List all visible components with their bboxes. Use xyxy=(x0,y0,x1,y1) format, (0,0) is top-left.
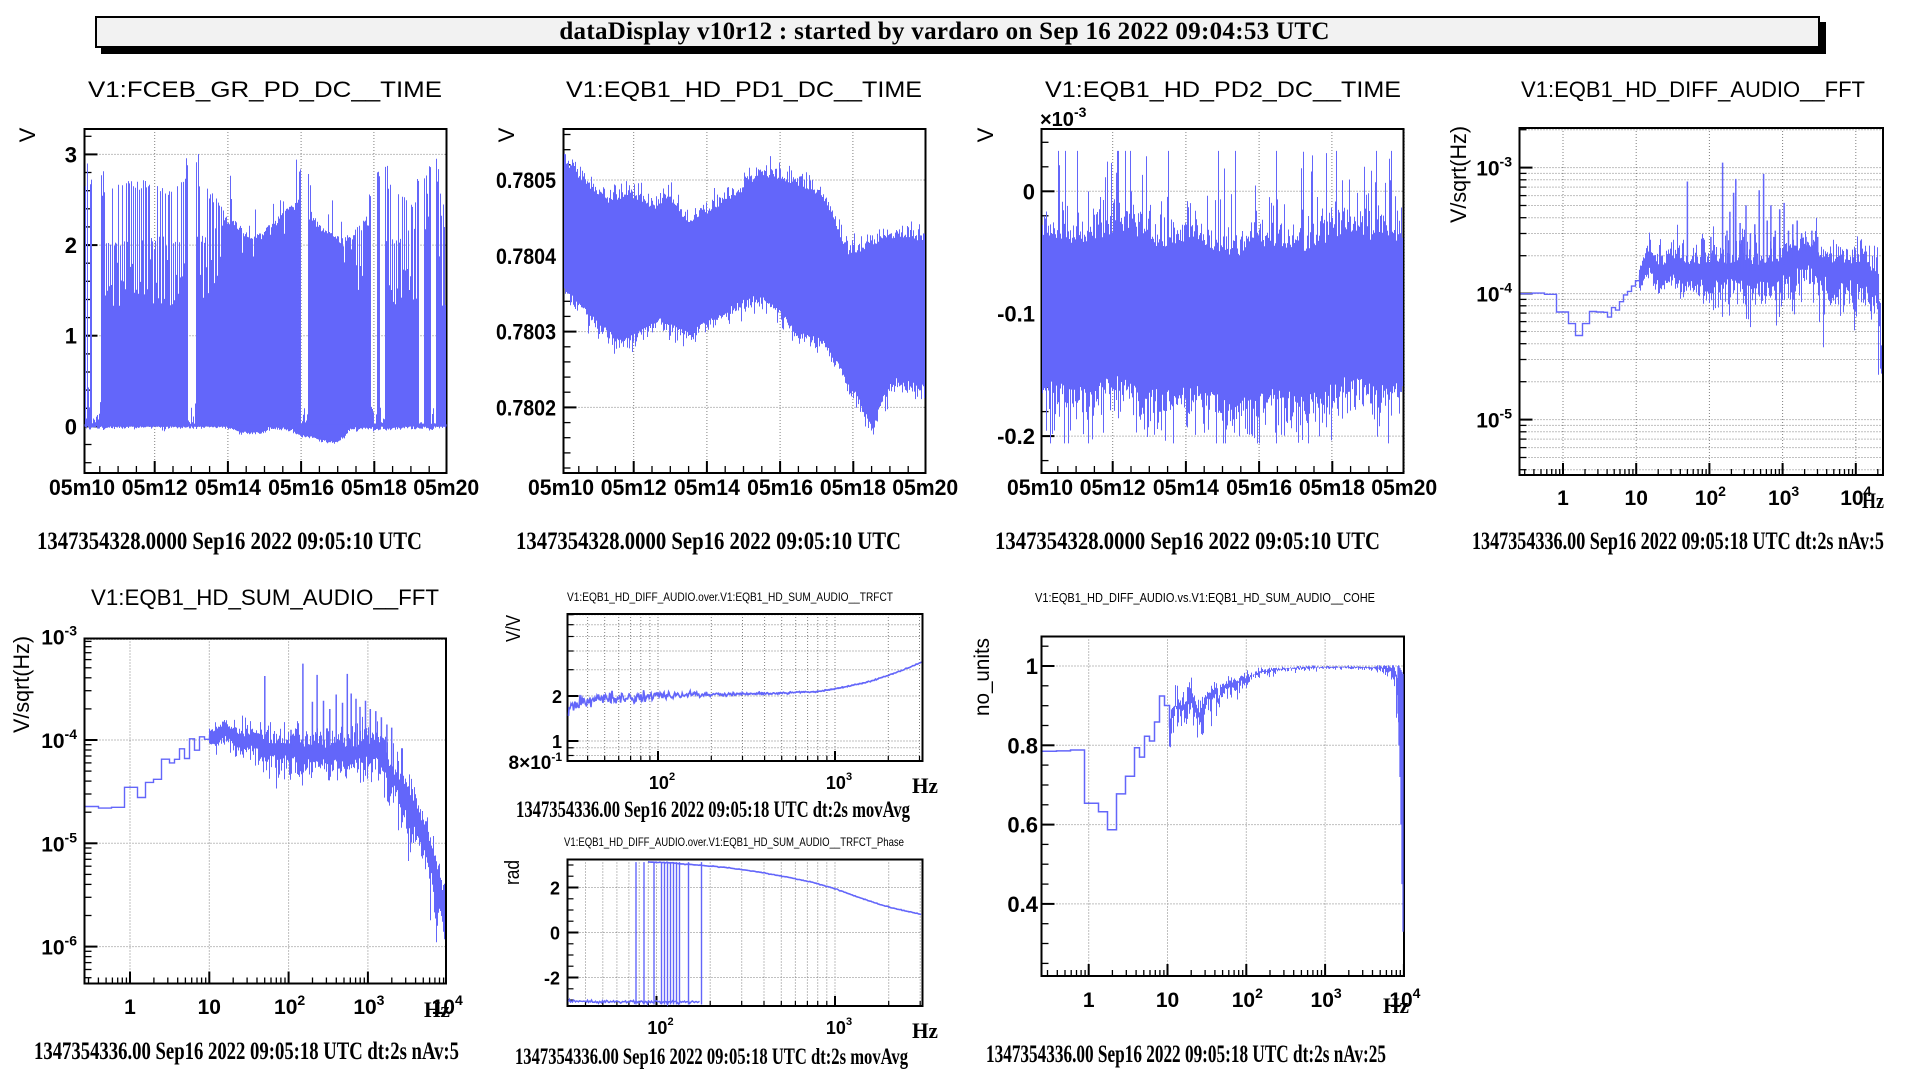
svg-text:102: 102 xyxy=(274,992,305,1019)
svg-text:V/sqrt(Hz): V/sqrt(Hz) xyxy=(1446,126,1471,223)
svg-text:05m18: 05m18 xyxy=(1299,475,1365,500)
svg-text:1: 1 xyxy=(124,996,136,1019)
svg-text:103: 103 xyxy=(826,1016,852,1038)
svg-text:V1:EQB1_HD_DIFF_AUDIO__FFT: V1:EQB1_HD_DIFF_AUDIO__FFT xyxy=(1521,77,1865,102)
svg-text:1347354336.00 Sep16 2022 09:05: 1347354336.00 Sep16 2022 09:05:18 UTC dt… xyxy=(1472,528,1884,555)
svg-text:05m14: 05m14 xyxy=(195,475,262,500)
svg-text:05m20: 05m20 xyxy=(1371,475,1437,500)
svg-text:05m18: 05m18 xyxy=(820,475,886,500)
svg-text:0.6: 0.6 xyxy=(1007,813,1038,838)
svg-text:-0.2: -0.2 xyxy=(997,424,1035,449)
svg-text:Hz: Hz xyxy=(424,997,450,1022)
svg-text:102: 102 xyxy=(649,771,675,793)
svg-text:V1:EQB1_HD_DIFF_AUDIO.vs.V1:EQ: V1:EQB1_HD_DIFF_AUDIO.vs.V1:EQB1_HD_SUM_… xyxy=(1035,591,1375,605)
svg-text:10-4: 10-4 xyxy=(41,726,77,753)
svg-text:Hz: Hz xyxy=(912,773,938,798)
svg-text:1: 1 xyxy=(552,732,562,752)
svg-text:rad: rad xyxy=(502,860,524,885)
svg-text:103: 103 xyxy=(826,771,852,793)
svg-text:-2: -2 xyxy=(544,969,560,989)
svg-text:V/sqrt(Hz): V/sqrt(Hz) xyxy=(9,636,34,733)
svg-text:05m12: 05m12 xyxy=(122,475,188,500)
svg-text:Hz: Hz xyxy=(1862,488,1884,513)
svg-text:103: 103 xyxy=(1768,483,1799,510)
svg-text:0: 0 xyxy=(1023,179,1035,204)
svg-text:Hz: Hz xyxy=(912,1018,938,1043)
svg-text:05m16: 05m16 xyxy=(1226,475,1292,500)
svg-text:V1:EQB1_HD_PD1_DC__TIME: V1:EQB1_HD_PD1_DC__TIME xyxy=(566,77,922,102)
svg-text:1347354328.0000 Sep16 2022 09:: 1347354328.0000 Sep16 2022 09:05:10 UTC xyxy=(37,528,422,555)
svg-text:102: 102 xyxy=(1695,483,1726,510)
svg-text:10-5: 10-5 xyxy=(1476,406,1512,433)
svg-text:10-3: 10-3 xyxy=(1476,154,1512,181)
svg-text:V1:EQB1_HD_DIFF_AUDIO.over.V1:: V1:EQB1_HD_DIFF_AUDIO.over.V1:EQB1_HD_SU… xyxy=(567,590,894,604)
svg-text:V1:FCEB_GR_PD_DC__TIME: V1:FCEB_GR_PD_DC__TIME xyxy=(88,77,442,102)
svg-text:102: 102 xyxy=(1232,985,1263,1012)
svg-text:1: 1 xyxy=(1557,487,1569,510)
svg-text:0.7802: 0.7802 xyxy=(496,395,556,420)
svg-text:1: 1 xyxy=(1083,989,1095,1012)
svg-text:V: V xyxy=(973,127,998,142)
svg-text:10: 10 xyxy=(198,996,221,1019)
svg-text:10: 10 xyxy=(1625,487,1648,510)
svg-text:05m14: 05m14 xyxy=(674,475,741,500)
svg-text:2: 2 xyxy=(65,233,77,258)
svg-text:1347354336.00 Sep16 2022 09:05: 1347354336.00 Sep16 2022 09:05:18 UTC dt… xyxy=(986,1041,1386,1068)
svg-text:V: V xyxy=(494,127,519,142)
svg-text:10-4: 10-4 xyxy=(1476,280,1512,307)
svg-text:×10-3: ×10-3 xyxy=(1040,104,1087,131)
svg-text:0.7805: 0.7805 xyxy=(496,168,556,193)
svg-text:8×10-1: 8×10-1 xyxy=(509,750,563,774)
svg-text:2: 2 xyxy=(552,687,562,707)
svg-text:10-6: 10-6 xyxy=(41,933,77,960)
svg-text:102: 102 xyxy=(647,1016,673,1038)
svg-text:0: 0 xyxy=(65,414,77,439)
svg-text:05m10: 05m10 xyxy=(1007,475,1073,500)
svg-text:1347354328.0000 Sep16 2022 09:: 1347354328.0000 Sep16 2022 09:05:10 UTC xyxy=(516,528,901,555)
svg-text:-0.1: -0.1 xyxy=(997,302,1035,327)
svg-text:05m20: 05m20 xyxy=(892,475,958,500)
svg-text:05m12: 05m12 xyxy=(1080,475,1146,500)
svg-text:05m16: 05m16 xyxy=(747,475,813,500)
svg-text:05m20: 05m20 xyxy=(413,475,479,500)
svg-text:05m14: 05m14 xyxy=(1153,475,1220,500)
svg-text:Hz: Hz xyxy=(1383,993,1409,1018)
svg-text:V1:EQB1_HD_SUM_AUDIO__FFT: V1:EQB1_HD_SUM_AUDIO__FFT xyxy=(91,585,439,610)
svg-text:05m16: 05m16 xyxy=(268,475,334,500)
svg-text:103: 103 xyxy=(1311,985,1342,1012)
svg-text:1: 1 xyxy=(65,324,77,349)
svg-text:0: 0 xyxy=(550,924,560,944)
svg-text:05m10: 05m10 xyxy=(528,475,594,500)
svg-text:3: 3 xyxy=(65,142,77,167)
svg-text:1347354336.00 Sep16 2022 09:05: 1347354336.00 Sep16 2022 09:05:18 UTC dt… xyxy=(515,1044,908,1069)
svg-text:1: 1 xyxy=(1026,654,1038,679)
svg-text:0.8: 0.8 xyxy=(1007,733,1038,758)
svg-text:0.4: 0.4 xyxy=(1007,892,1038,917)
svg-text:103: 103 xyxy=(353,992,384,1019)
svg-text:0.7803: 0.7803 xyxy=(496,320,556,345)
svg-text:2: 2 xyxy=(550,879,560,899)
svg-text:05m12: 05m12 xyxy=(601,475,667,500)
svg-text:V: V xyxy=(15,127,40,142)
svg-text:10-3: 10-3 xyxy=(41,623,77,650)
svg-text:05m18: 05m18 xyxy=(341,475,407,500)
svg-text:05m10: 05m10 xyxy=(49,475,115,500)
svg-text:V1:EQB1_HD_DIFF_AUDIO.over.V1:: V1:EQB1_HD_DIFF_AUDIO.over.V1:EQB1_HD_SU… xyxy=(564,835,904,849)
svg-text:1347354336.00 Sep16 2022 09:05: 1347354336.00 Sep16 2022 09:05:18 UTC dt… xyxy=(34,1038,459,1065)
svg-text:V/V: V/V xyxy=(503,614,525,642)
svg-text:V1:EQB1_HD_PD2_DC__TIME: V1:EQB1_HD_PD2_DC__TIME xyxy=(1045,77,1401,102)
svg-text:10-5: 10-5 xyxy=(41,829,77,856)
svg-text:no_units: no_units xyxy=(971,638,994,716)
svg-text:1347354328.0000 Sep16 2022 09:: 1347354328.0000 Sep16 2022 09:05:10 UTC xyxy=(995,528,1380,555)
svg-text:10: 10 xyxy=(1156,989,1179,1012)
svg-text:1347354336.00 Sep16 2022 09:05: 1347354336.00 Sep16 2022 09:05:18 UTC dt… xyxy=(516,797,910,822)
svg-text:0.7804: 0.7804 xyxy=(496,244,557,269)
